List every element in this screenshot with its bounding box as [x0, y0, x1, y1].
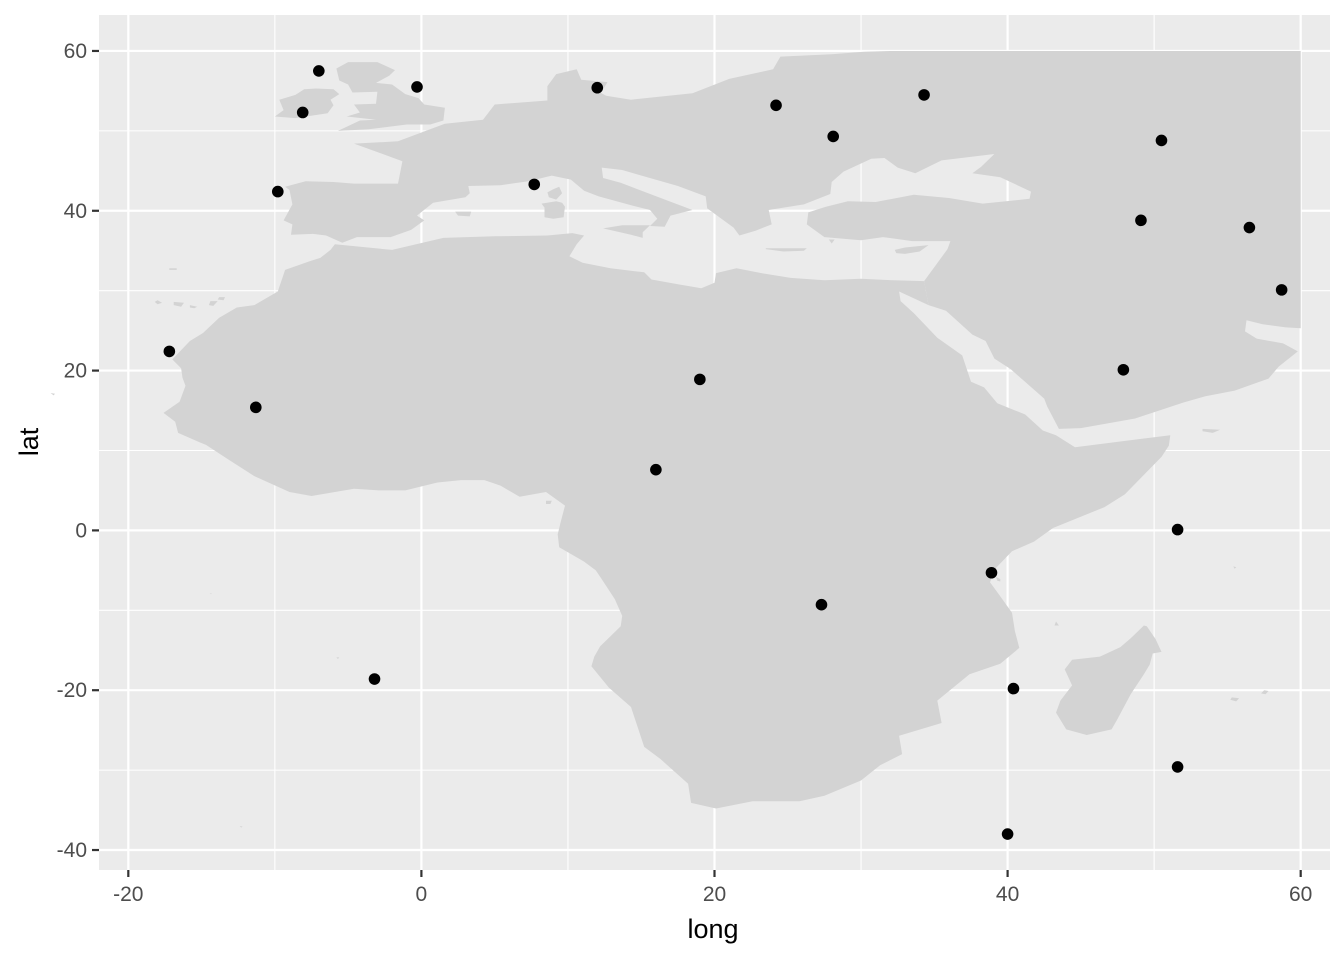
x-tick-label: -20	[113, 883, 143, 906]
data-point	[1001, 828, 1014, 840]
x-tick-label: 40	[996, 883, 1019, 906]
land-polygon	[163, 233, 1171, 809]
data-point	[250, 401, 262, 414]
x-tick-label: 60	[1289, 883, 1312, 906]
data-point	[313, 65, 325, 77]
data-point	[528, 178, 541, 191]
y-axis-title: lat	[14, 427, 44, 456]
x-axis: -20 0 20 40 60	[113, 870, 1312, 906]
y-axis: -40 -20 0 20 40 60	[57, 40, 99, 862]
data-point	[271, 185, 284, 198]
data-point	[163, 345, 176, 358]
land-polygon	[1233, 566, 1237, 569]
land-map	[50, 51, 1301, 828]
y-tick-label: 20	[64, 360, 87, 383]
land-polygon	[547, 186, 563, 200]
data-point	[1171, 523, 1184, 536]
land-polygon	[50, 393, 55, 396]
land-polygon	[541, 201, 565, 219]
land-polygon	[208, 301, 218, 306]
land-polygon	[765, 248, 807, 252]
x-tick-label: 0	[416, 883, 428, 906]
land-polygon	[828, 239, 835, 244]
data-point	[591, 81, 604, 94]
data-point	[1117, 363, 1130, 376]
data-point	[1243, 221, 1256, 234]
land-polygon	[189, 305, 198, 309]
land-polygon	[1202, 428, 1221, 433]
data-point	[368, 673, 381, 685]
land-polygon	[209, 593, 212, 595]
land-polygon	[169, 268, 177, 270]
land-polygon	[217, 297, 225, 301]
land-polygon	[546, 500, 552, 504]
data-point	[1135, 214, 1147, 227]
land-polygon	[455, 211, 472, 217]
data-point	[1155, 134, 1168, 147]
y-tick-label: -20	[57, 679, 87, 702]
x-tick-label: 20	[703, 883, 726, 906]
data-point	[770, 99, 782, 112]
data-point	[411, 81, 423, 93]
data-point	[1007, 682, 1020, 695]
land-polygon	[173, 301, 184, 307]
data-point	[1275, 284, 1288, 296]
data-point	[694, 373, 706, 386]
land-polygon	[154, 300, 162, 305]
land-polygon	[274, 88, 340, 119]
data-points	[163, 65, 1288, 840]
data-point	[1171, 761, 1184, 773]
y-tick-label: 60	[64, 40, 87, 63]
y-tick-label: 0	[75, 519, 87, 542]
y-tick-label: -40	[57, 839, 87, 862]
data-point	[827, 130, 840, 143]
land-polygon	[1165, 321, 1178, 334]
y-tick-label: 40	[64, 200, 87, 223]
land-polygon	[1054, 621, 1059, 626]
data-point	[815, 598, 828, 611]
land-polygon	[336, 657, 340, 659]
land-polygon	[1230, 697, 1240, 702]
land-polygon	[894, 245, 929, 254]
land-polygon	[239, 826, 243, 828]
land-polygon	[336, 62, 445, 131]
data-point	[918, 89, 930, 101]
land-polygon	[283, 51, 1301, 429]
data-point	[985, 566, 998, 579]
data-point	[650, 463, 662, 476]
land-polygon	[995, 576, 1001, 582]
land-polygon	[603, 225, 650, 238]
land-polygon	[1261, 690, 1269, 695]
land-polygon	[1056, 625, 1162, 735]
data-point	[296, 106, 309, 119]
x-axis-title: long	[687, 914, 738, 944]
